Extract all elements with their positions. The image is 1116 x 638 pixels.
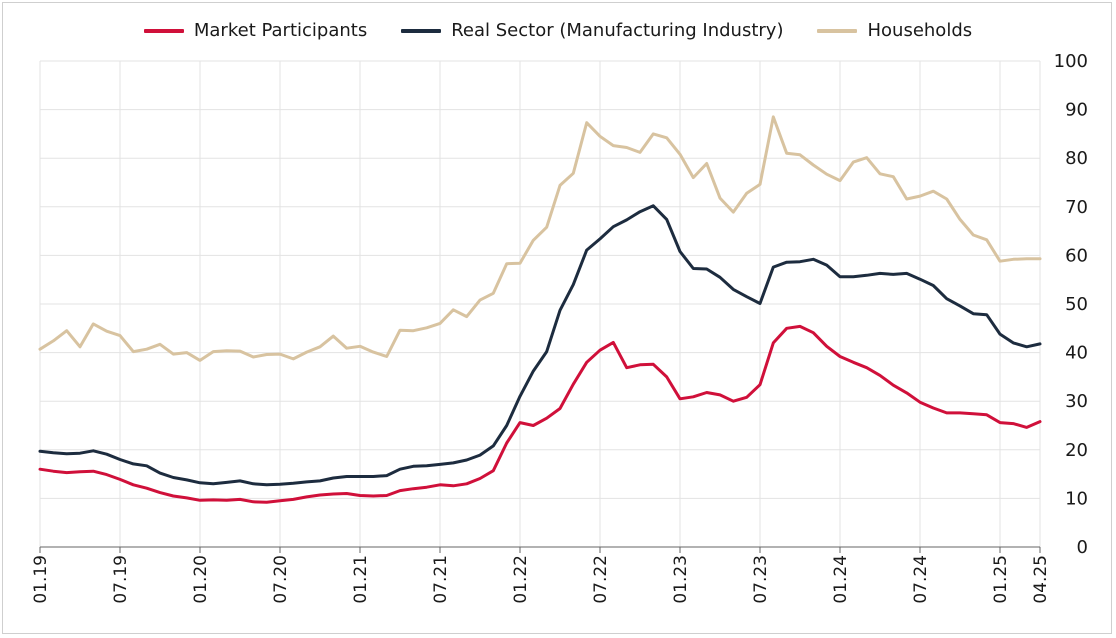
- x-tick-label: 07.20: [271, 555, 291, 604]
- y-tick-label: 40: [1065, 343, 1088, 364]
- series-line-real-sector: [38, 204, 1042, 487]
- y-tick-label: 10: [1065, 488, 1088, 509]
- legend-item-real-sector: Real Sector (Manufacturing Industry): [401, 20, 783, 41]
- y-tick-label: 20: [1065, 440, 1088, 461]
- x-tick-label: 04.25: [1031, 555, 1051, 604]
- x-tick-label: 01.25: [991, 555, 1011, 604]
- legend-swatch-households: [817, 28, 858, 33]
- legend-label-market-participants: Market Participants: [193, 20, 368, 41]
- legend-swatch-real-sector: [401, 28, 442, 33]
- y-tick-label: 60: [1065, 245, 1088, 266]
- x-tick-label: 01.23: [671, 555, 691, 604]
- legend-label-real-sector: Real Sector (Manufacturing Industry): [451, 20, 784, 41]
- x-tick-label: 01.24: [831, 555, 851, 604]
- legend-label-households: Households: [867, 20, 973, 41]
- x-tick-label: 01.19: [31, 555, 51, 604]
- x-tick-label: 07.23: [751, 555, 771, 604]
- y-tick-label: 100: [1054, 51, 1088, 72]
- x-tick-label: 01.21: [351, 555, 371, 604]
- x-tick-label: 07.19: [111, 555, 131, 604]
- legend-item-market-participants: Market Participants: [143, 20, 368, 41]
- legend-item-households: Households: [817, 20, 972, 41]
- y-tick-label: 80: [1065, 148, 1088, 169]
- legend-swatch-market-participants: [143, 28, 184, 33]
- x-tick-label: 07.24: [911, 555, 931, 604]
- y-tick-label: 0: [1077, 537, 1088, 558]
- x-tick-label: 07.22: [591, 555, 611, 604]
- y-tick-label: 70: [1065, 197, 1088, 218]
- y-tick-label: 90: [1065, 100, 1088, 121]
- x-tick-label: 07.21: [431, 555, 451, 604]
- legend: Market Participants Real Sector (Manufac…: [0, 20, 1116, 41]
- series-line-households: [38, 115, 1042, 362]
- y-tick-label: 30: [1065, 391, 1088, 412]
- y-tick-label: 50: [1065, 294, 1088, 315]
- x-tick-label: 01.22: [511, 555, 531, 604]
- x-tick-label: 01.20: [191, 555, 211, 604]
- series-line-market-participants: [38, 324, 1042, 504]
